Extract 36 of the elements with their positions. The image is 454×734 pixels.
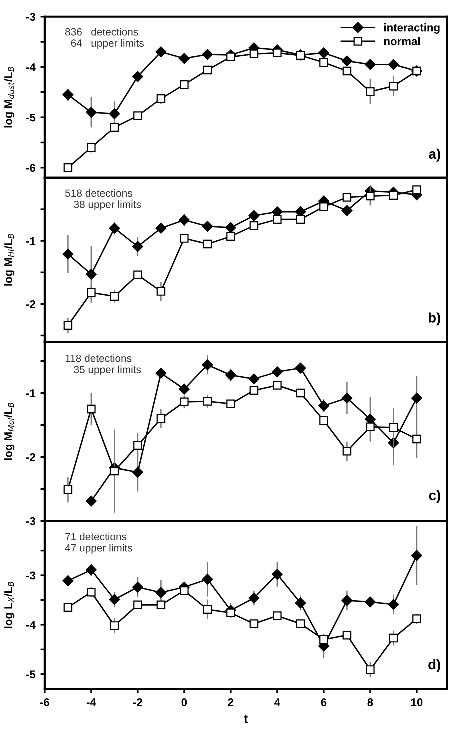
x-tick-label: 4 xyxy=(274,698,280,706)
annotation: c) xyxy=(429,490,440,504)
y-tick-label: -1 xyxy=(26,390,36,398)
y-axis-title: log M$_{HI}$/L$_{B}$ xyxy=(4,234,15,286)
y-tick-label: -3 xyxy=(26,517,36,526)
y-axis-title: log M$_{dust}$/L$_{B}$ xyxy=(4,67,15,128)
x-tick-label: 10 xyxy=(411,698,423,706)
annotation: a) xyxy=(429,148,440,162)
y-tick-label: -5 xyxy=(26,670,36,679)
x-tick-label: 2 xyxy=(228,698,234,706)
y-tick-label: -5 xyxy=(26,114,36,122)
y-tick-label: -6 xyxy=(26,164,36,172)
legend-label: interacting xyxy=(384,24,440,34)
annotation: 518 detections 38 upper limits xyxy=(65,189,142,210)
y-tick-label: -4 xyxy=(26,64,36,72)
y-tick-label: -4 xyxy=(26,621,36,629)
annotation: b) xyxy=(428,312,440,326)
annotation: d) xyxy=(428,659,440,672)
legend-label: normal xyxy=(384,37,420,46)
x-tick-label: -6 xyxy=(40,698,50,706)
y-tick-label: -1 xyxy=(26,237,36,246)
y-tick-label: -3 xyxy=(26,572,36,580)
x-axis-title: t xyxy=(244,715,248,724)
annotation: 836 detections 64 upper limits xyxy=(66,28,144,50)
y-tick-label: -2 xyxy=(26,300,36,308)
y-axis-title: log L$_{X}$/L$_{B}$ xyxy=(4,582,15,628)
x-tick-label: 6 xyxy=(321,698,327,706)
y-tick-label: -3 xyxy=(26,13,36,22)
y-tick-label: -2 xyxy=(26,453,36,462)
y-axis-title: log M$_{Mol}$/L$_{B}$ xyxy=(4,403,15,460)
x-tick-label: -2 xyxy=(133,698,142,706)
annotation: 118 detections 35 upper limits xyxy=(66,354,142,376)
x-tick-label: -4 xyxy=(86,698,96,706)
annotation: 71 detections 47 upper limits xyxy=(65,532,132,554)
x-tick-label: 8 xyxy=(368,698,374,706)
x-tick-label: 0 xyxy=(182,698,188,706)
